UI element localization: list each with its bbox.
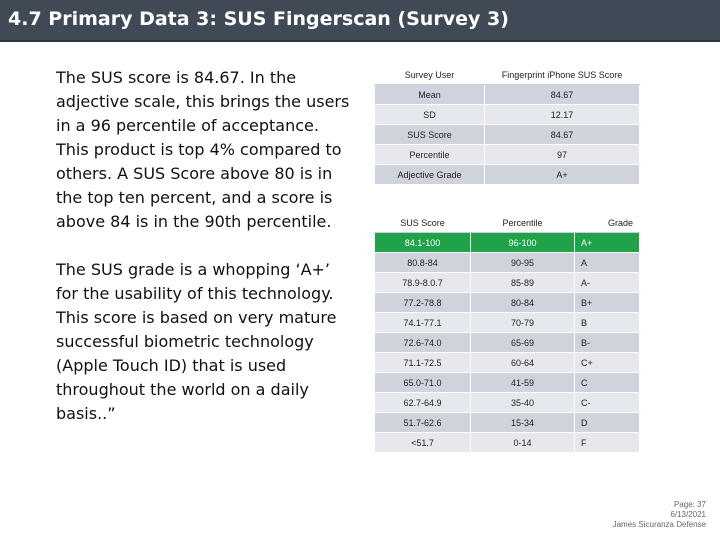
grade-header-cell: SUS Score: [374, 212, 471, 233]
grade-letter-cell: C+: [574, 352, 640, 373]
grade-percentile-cell: 70-79: [470, 312, 575, 333]
grade-score-cell: 77.2-78.8: [374, 292, 471, 313]
summary-label-cell: Mean: [374, 84, 485, 105]
grade-letter-cell: B-: [574, 332, 640, 353]
grade-table-row: 62.7-64.9 35-40 C-: [374, 392, 640, 413]
summary-value-cell: 84.67: [484, 84, 640, 105]
grade-letter-cell: A-: [574, 272, 640, 293]
summary-row: Mean 84.67: [374, 84, 640, 105]
grade-score-cell: 71.1-72.5: [374, 352, 471, 373]
summary-label-cell: Adjective Grade: [374, 164, 485, 185]
summary-header-cell: Fingerprint iPhone SUS Score: [484, 64, 640, 85]
summary-value-cell: A+: [484, 164, 640, 185]
grade-percentile-cell: 15-34: [470, 412, 575, 433]
summary-value-cell: 12.17: [484, 104, 640, 125]
grade-letter-cell: C: [574, 372, 640, 393]
grade-letter-cell: A+: [574, 232, 640, 253]
grade-letter-cell: A: [574, 252, 640, 273]
summary-row: SUS Score 84.67: [374, 124, 640, 145]
grade-percentile-cell: 96-100: [470, 232, 575, 253]
grade-table-row: 51.7-62.6 15-34 D: [374, 412, 640, 433]
grade-score-cell: 65.0-71.0: [374, 372, 471, 393]
summary-value-cell: 84.67: [484, 124, 640, 145]
sus-grade-scale-table: SUS Score Percentile Grade 84.1-100 96-10…: [374, 212, 640, 453]
page-number: Page: 37: [673, 500, 706, 509]
slide-title: 4.7 Primary Data 3: SUS Fingerscan (Surv…: [8, 8, 509, 30]
summary-row: Percentile 97: [374, 144, 640, 165]
grade-table-row: 84.1-100 96-100 A+: [374, 232, 640, 253]
grade-percentile-cell: 65-69: [470, 332, 575, 353]
grade-table-row: 71.1-72.5 60-64 C+: [374, 352, 640, 373]
grade-header-cell: Percentile: [470, 212, 575, 233]
grade-table-row: 72.6-74.0 65-69 B-: [374, 332, 640, 353]
grade-score-cell: 62.7-64.9: [374, 392, 471, 413]
grade-percentile-cell: 0-14: [470, 432, 575, 453]
grade-letter-cell: C-: [574, 392, 640, 413]
grade-percentile-cell: 90-95: [470, 252, 575, 273]
grade-header-cell: Grade: [574, 212, 640, 233]
grade-percentile-cell: 35-40: [470, 392, 575, 413]
sus-grade-paragraph: The SUS grade is a whopping ‘A+’ for the…: [56, 260, 337, 423]
sus-score-paragraph: The SUS score is 84.67. In the adjective…: [56, 68, 350, 231]
grade-table-row: <51.7 0-14 F: [374, 432, 640, 453]
grade-score-cell: 51.7-62.6: [374, 412, 471, 433]
grade-letter-cell: B+: [574, 292, 640, 313]
grade-table-row: 65.0-71.0 41-59 C: [374, 372, 640, 393]
grade-letter-cell: F: [574, 432, 640, 453]
summary-row: Adjective Grade A+: [374, 164, 640, 185]
summary-header-cell: Survey User: [374, 64, 485, 85]
slide-footer: Page: 37 6/13/2021 James Sicuranza Defen…: [613, 500, 706, 530]
grade-percentile-cell: 41-59: [470, 372, 575, 393]
grade-table-row: 78.9-8.0.7 85-89 A-: [374, 272, 640, 293]
grade-table-row: 74.1-77.1 70-79 B: [374, 312, 640, 333]
grade-percentile-cell: 80-84: [470, 292, 575, 313]
grade-score-cell: <51.7: [374, 432, 471, 453]
summary-label-cell: Percentile: [374, 144, 485, 165]
grade-table-row: 77.2-78.8 80-84 B+: [374, 292, 640, 313]
title-bar: 4.7 Primary Data 3: SUS Fingerscan (Surv…: [0, 0, 720, 42]
grade-table-row: 80.8-84 90-95 A: [374, 252, 640, 273]
grade-score-cell: 78.9-8.0.7: [374, 272, 471, 293]
grade-score-cell: 74.1-77.1: [374, 312, 471, 333]
grade-score-cell: 80.8-84: [374, 252, 471, 273]
summary-row: SD 12.17: [374, 104, 640, 125]
sus-summary-table: Survey User Fingerprint iPhone SUS Score…: [374, 64, 640, 185]
footer-date: 6/13/2021: [670, 510, 706, 519]
grade-score-cell: 72.6-74.0: [374, 332, 471, 353]
summary-label-cell: SD: [374, 104, 485, 125]
summary-table-header: Survey User Fingerprint iPhone SUS Score: [374, 64, 640, 85]
grade-percentile-cell: 85-89: [470, 272, 575, 293]
grade-percentile-cell: 60-64: [470, 352, 575, 373]
grade-table-header: SUS Score Percentile Grade: [374, 212, 640, 233]
summary-label-cell: SUS Score: [374, 124, 485, 145]
summary-value-cell: 97: [484, 144, 640, 165]
grade-score-cell: 84.1-100: [374, 232, 471, 253]
grade-letter-cell: B: [574, 312, 640, 333]
footer-author: James Sicuranza Defense: [612, 520, 706, 529]
grade-letter-cell: D: [574, 412, 640, 433]
